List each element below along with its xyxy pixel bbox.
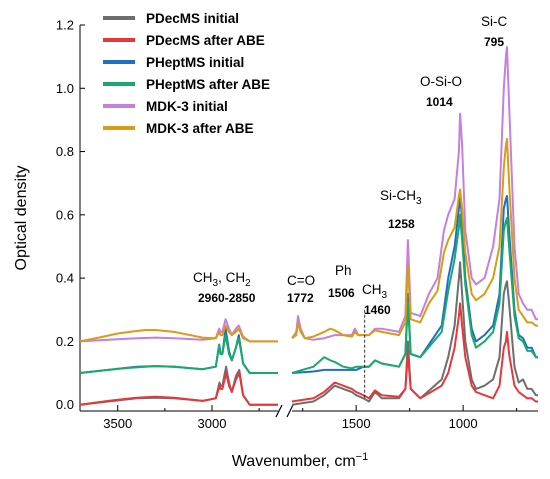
annotation-ph-label: Ph	[335, 263, 352, 278]
y-tick-label: 1.0	[56, 81, 74, 96]
y-tick-label: 0.2	[56, 334, 74, 349]
series-line-mdk-3-initial-right	[291, 46, 538, 341]
series-lines	[79, 46, 538, 406]
annotation-ch3-ch2-value: 2960-2850	[198, 291, 256, 305]
x-tick-label: 1000	[449, 416, 478, 431]
series-line-pdecms-initial-right	[291, 261, 538, 406]
series-line-pdecms-after-abe-right	[291, 302, 538, 403]
legend-label: PHeptMS after ABE	[146, 77, 270, 92]
annotation-sic-value: 795	[484, 35, 504, 49]
legend-label: PHeptMS initial	[146, 55, 244, 70]
series-line-pheptms-after-abe-left	[79, 334, 278, 374]
legend-label: PDecMS initial	[146, 11, 239, 26]
x-axis-title: Wavenumber, cm−1	[232, 451, 368, 470]
annotation-ch3-label: CH3	[362, 282, 388, 301]
series-line-mdk-3-after-abe-right	[291, 137, 538, 340]
y-tick-label: 0.8	[56, 144, 74, 159]
series-line-mdk-3-after-abe-left	[79, 324, 278, 343]
y-ticks: 0.0 0.2 0.4 0.6 0.8 1.0 1.2	[56, 18, 85, 412]
legend-label: MDK-3 after ABE	[146, 121, 254, 136]
axes	[79, 25, 538, 418]
annotation-ch3-value: 1460	[364, 303, 391, 317]
annotation-co-label: C=O	[287, 273, 315, 288]
y-tick-label: 0.4	[56, 271, 74, 286]
annotation-ch3-ch2-label: CH3, CH2	[193, 270, 251, 289]
annotation-co-value: 1772	[287, 291, 314, 305]
y-tick-label: 0.6	[56, 207, 74, 222]
x-axis-title-superscript: −1	[356, 451, 369, 463]
x-tick-label: 1500	[342, 416, 371, 431]
annotation-osio-label: O-Si-O	[420, 74, 462, 89]
legend-label: MDK-3 initial	[146, 99, 228, 114]
x-tick-label: 3500	[103, 416, 132, 431]
annotation-osio-value: 1014	[426, 95, 453, 109]
annotation-sich3-label: Si-CH3	[380, 188, 422, 207]
series-line-pdecms-after-abe-left	[79, 372, 278, 406]
axis-break-marker	[275, 404, 294, 418]
legend: PDecMS initial PDecMS after ABE PHeptMS in…	[103, 11, 270, 136]
y-tick-label: 0.0	[56, 397, 74, 412]
y-axis-title: Optical density	[13, 166, 30, 271]
annotation-sich3-value: 1258	[388, 217, 415, 231]
y-tick-label: 1.2	[56, 18, 74, 33]
x-ticks: 3500 3000 1500 1000	[103, 405, 518, 431]
annotations: CH3, CH2 2960-2850 C=O 1772 Ph 1506 CH3 …	[193, 14, 507, 317]
series-line-mdk-3-initial-left	[79, 318, 278, 343]
annotation-ph-value: 1506	[328, 286, 355, 300]
legend-label: PDecMS after ABE	[146, 33, 265, 48]
series-line-pheptms-after-abe-right	[291, 213, 538, 374]
annotation-sic-label: Si-C	[481, 14, 507, 29]
x-tick-label: 3000	[198, 416, 227, 431]
